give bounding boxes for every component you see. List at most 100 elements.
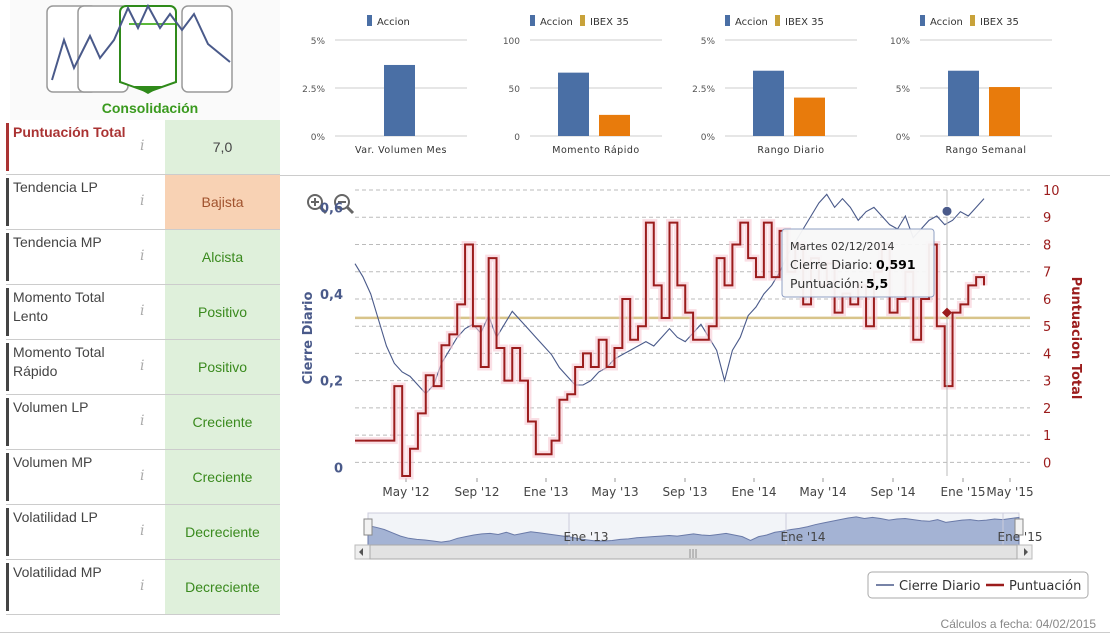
- legend-swatch: [725, 15, 730, 26]
- category-label: Momento Rápido: [552, 145, 639, 156]
- mini-bar-chart: Accion IBEX 35 100 50 0 Momento Rápido: [503, 15, 662, 156]
- tick-label: 10%: [890, 37, 910, 47]
- navigator-handle[interactable]: [363, 518, 373, 536]
- y2-tick-label: 3: [1043, 375, 1051, 390]
- legend-label: Accion: [930, 17, 963, 28]
- bar: [948, 70, 979, 136]
- x-tick-label: Sep '13: [663, 485, 708, 499]
- rating-row: Volumen LP i Creciente: [6, 395, 280, 450]
- legend-swatch: [775, 15, 780, 26]
- rating-label: Puntuación Total: [6, 123, 132, 171]
- bar: [599, 114, 630, 136]
- tooltip-score-label: Puntuación:: [790, 276, 864, 291]
- info-icon[interactable]: i: [140, 523, 145, 539]
- tick-label: 0%: [896, 133, 911, 143]
- bar: [753, 70, 784, 136]
- rating-label: Volumen LP: [6, 398, 132, 446]
- y2-tick-label: 1: [1043, 429, 1051, 444]
- y2-tick-label: 0: [1043, 456, 1051, 471]
- zoom-in-icon[interactable]: [307, 194, 328, 215]
- zoom-out-icon[interactable]: [334, 194, 355, 215]
- rating-row: Volatilidad MP i Decreciente: [6, 560, 280, 615]
- tooltip-date: Martes 02/12/2014: [790, 240, 894, 253]
- legend-swatch: [580, 15, 585, 26]
- bar: [794, 97, 825, 136]
- scroll-right-icon[interactable]: [1024, 548, 1028, 556]
- scrollbar-thumb[interactable]: [369, 544, 1018, 560]
- rating-value: 7,0: [165, 120, 280, 174]
- tick-label: 2.5%: [692, 85, 715, 95]
- rating-value: Creciente: [165, 395, 280, 449]
- rating-label: Tendencia LP: [6, 178, 132, 226]
- rating-label: Momento Total Rápido: [6, 343, 132, 391]
- tooltip-score-value: 5,5: [866, 276, 888, 291]
- navigator-label: Ene '15: [998, 530, 1043, 544]
- info-icon[interactable]: i: [140, 193, 145, 209]
- rating-label: Momento Total Lento: [6, 288, 132, 336]
- legend-label[interactable]: Cierre Diario: [899, 579, 981, 594]
- score-marker: [942, 307, 952, 318]
- tick-label: 5%: [701, 37, 716, 47]
- y2-tick-label: 8: [1043, 238, 1051, 253]
- rating-row: Volumen MP i Creciente: [6, 450, 280, 505]
- x-tick-label: Ene '14: [732, 485, 777, 499]
- info-icon[interactable]: i: [140, 413, 145, 429]
- legend: Cierre Diario Puntuación: [867, 571, 1089, 599]
- info-icon[interactable]: i: [140, 358, 145, 374]
- rating-value: Creciente: [165, 450, 280, 504]
- scrollbar[interactable]: |||: [354, 544, 1033, 560]
- info-icon[interactable]: i: [140, 468, 145, 484]
- x-tick-label: May '13: [591, 485, 638, 499]
- rating-value: Decreciente: [165, 560, 280, 614]
- rating-value: Decreciente: [165, 505, 280, 559]
- y2-tick-label: 7: [1043, 266, 1051, 281]
- tick-label: 2.5%: [302, 85, 325, 95]
- scrollbar-grip: |||: [688, 549, 697, 559]
- scroll-left-icon[interactable]: [359, 548, 363, 556]
- info-icon[interactable]: i: [140, 578, 145, 594]
- legend-swatch: [970, 15, 975, 26]
- legend-label: IBEX 35: [980, 17, 1019, 28]
- navigator[interactable]: Ene '13 Ene '14 Ene '15: [363, 512, 1043, 547]
- rating-label: Volumen MP: [6, 453, 132, 501]
- logo-label: Consolidación: [101, 100, 199, 116]
- category-label: Rango Semanal: [945, 145, 1026, 156]
- x-tick-label: Sep '14: [871, 485, 916, 499]
- legend-label: Accion: [735, 17, 768, 28]
- tick-label: 0: [514, 133, 520, 143]
- y2-axis-title: Puntuacion Total: [1068, 277, 1083, 400]
- legend-label[interactable]: Puntuación: [1009, 579, 1081, 594]
- legend-label: IBEX 35: [590, 17, 629, 28]
- tooltip-close-value: 0,591: [876, 257, 916, 272]
- close-marker: [941, 205, 953, 217]
- legend-label: Accion: [540, 17, 573, 28]
- tick-label: 5%: [311, 37, 326, 47]
- rating-value: Positivo: [165, 285, 280, 339]
- navigator-series: [367, 516, 1020, 547]
- navigator-label: Ene '13: [564, 530, 609, 544]
- info-icon[interactable]: i: [140, 248, 145, 264]
- y2-tick-label: 9: [1043, 211, 1051, 226]
- rating-value: Bajista: [165, 175, 280, 229]
- mini-bar-chart: Accion 5% 2.5% 0% Var. Volumen Mes: [302, 15, 467, 156]
- y-tick-label: 0,6: [320, 201, 343, 216]
- x-tick-label: Ene '15: [941, 485, 986, 499]
- x-tick-label: May '14: [799, 485, 846, 499]
- x-tick-label: May '15: [986, 485, 1033, 499]
- info-icon[interactable]: i: [140, 303, 145, 319]
- navigator-label: Ene '14: [781, 530, 826, 544]
- tick-label: 5%: [896, 85, 911, 95]
- navigator-handle[interactable]: [1014, 518, 1024, 536]
- mini-bar-chart: Accion IBEX 35 10% 5% 0% Rango Semanal: [890, 15, 1052, 156]
- info-icon[interactable]: i: [140, 138, 145, 154]
- y2-tick-label: 6: [1043, 293, 1051, 308]
- x-tick-label: Sep '12: [455, 485, 500, 499]
- mini-bar-chart: Accion IBEX 35 5% 2.5% 0% Rango Diario: [692, 15, 857, 156]
- legend-swatch: [920, 15, 925, 26]
- tooltip-close-label: Cierre Diario:: [790, 257, 873, 272]
- y2-tick-label: 5: [1043, 320, 1051, 335]
- x-tick-label: Ene '13: [524, 485, 569, 499]
- consolidation-logo-icon: [46, 3, 233, 94]
- rating-row: Momento Total Lento i Positivo: [6, 285, 280, 340]
